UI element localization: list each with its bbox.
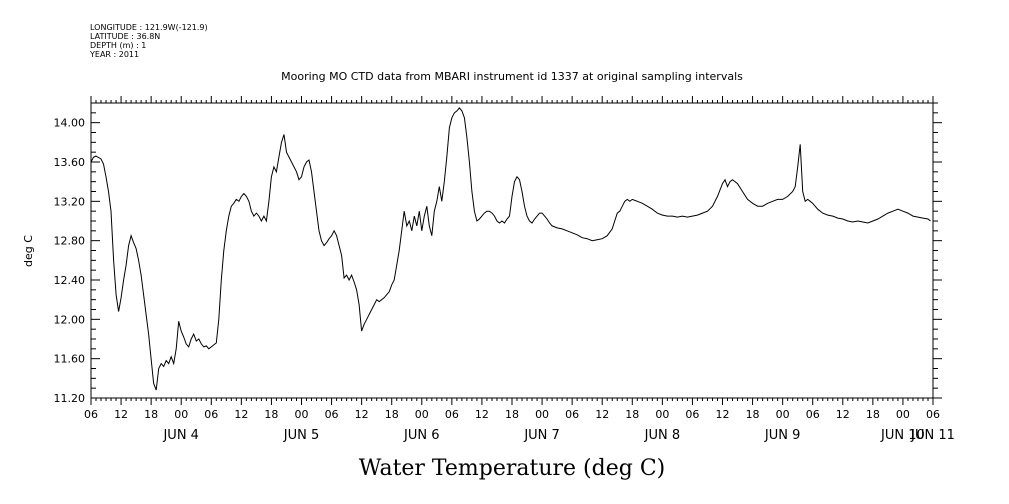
y-tick-label: 13.60 [54, 156, 86, 169]
x-axis-label: Water Temperature (deg C) [359, 456, 666, 481]
x-tick-label: 18 [385, 408, 399, 421]
x-tick-label: 12 [475, 408, 489, 421]
x-tick-label: 06 [565, 408, 579, 421]
x-tick-label: 12 [595, 408, 609, 421]
y-tick-label: 12.00 [54, 313, 86, 326]
x-tick-label: 06 [806, 408, 820, 421]
x-tick-label: 00 [295, 408, 309, 421]
x-tick-label: 18 [505, 408, 519, 421]
minor-x-ticks [95, 100, 929, 401]
x-tick-label: 00 [535, 408, 549, 421]
water-temperature-line [90, 107, 931, 391]
metadata-block: LONGITUDE : 121.9W(-121.9) LATITUDE : 36… [89, 23, 208, 59]
x-tick-label: 00 [174, 408, 188, 421]
major-x-ticks [90, 96, 934, 405]
longitude-text: LONGITUDE : 121.9W(-121.9) [90, 23, 208, 32]
x-tick-label: 00 [776, 408, 790, 421]
date-label: JUN 9 [764, 428, 800, 443]
date-labels: JUN 4 JUN 5 JUN 6 JUN 7 JUN 8 JUN 9 JUN 10JUN … [162, 428, 954, 443]
x-tick-label: 06 [685, 408, 699, 421]
x-tick-labels: 06 12 18 00 06 12 18 00 06 12 18 00 06 12 18 00 06 12 18 00… [84, 408, 940, 421]
x-tick-label: 12 [836, 408, 850, 421]
latitude-text: LATITUDE : 36.8N [90, 32, 160, 41]
y-tick-labels: 11.20 11.60 12.00 12.40 12.80 13.20 13.60 14.00 [54, 117, 86, 405]
x-tick-label: 06 [926, 408, 940, 421]
date-label: JUN 5 [283, 428, 319, 443]
x-tick-label: 00 [655, 408, 669, 421]
date-label: JUN 7 [523, 428, 559, 443]
x-tick-label: 18 [625, 408, 639, 421]
date-label: JUN 4 [162, 428, 198, 443]
x-tick-label: 06 [84, 408, 98, 421]
chart-title: Mooring MO CTD data from MBARI instrumen… [281, 70, 743, 83]
x-tick-label: 18 [866, 408, 880, 421]
date-label: JUN 6 [403, 428, 439, 443]
x-tick-label: 00 [415, 408, 429, 421]
date-label: JUN 11 [910, 428, 955, 443]
y-tick-label: 12.40 [54, 274, 86, 287]
y-ticks [91, 102, 942, 399]
y-tick-label: 14.00 [54, 117, 86, 130]
y-axis-label: deg C [22, 235, 35, 267]
date-label: JUN 10 [880, 428, 925, 443]
x-tick-label: 18 [144, 408, 158, 421]
x-tick-label: 12 [114, 408, 128, 421]
x-tick-label: 00 [896, 408, 910, 421]
x-tick-label: 18 [264, 408, 278, 421]
x-tick-label: 12 [355, 408, 369, 421]
y-tick-label: 11.20 [54, 392, 86, 405]
y-tick-label: 12.80 [54, 235, 86, 248]
x-tick-label: 06 [204, 408, 218, 421]
x-tick-label: 06 [325, 408, 339, 421]
y-tick-label: 13.20 [54, 195, 86, 208]
x-tick-label: 12 [716, 408, 730, 421]
x-tick-label: 06 [445, 408, 459, 421]
date-label: JUN 8 [644, 428, 680, 443]
y-tick-label: 11.60 [54, 353, 86, 366]
plot-frame [90, 102, 934, 399]
depth-text: DEPTH (m) : 1 [90, 41, 146, 50]
x-tick-label: 18 [746, 408, 760, 421]
year-text: YEAR : 2011 [89, 50, 139, 59]
x-tick-label: 12 [234, 408, 248, 421]
